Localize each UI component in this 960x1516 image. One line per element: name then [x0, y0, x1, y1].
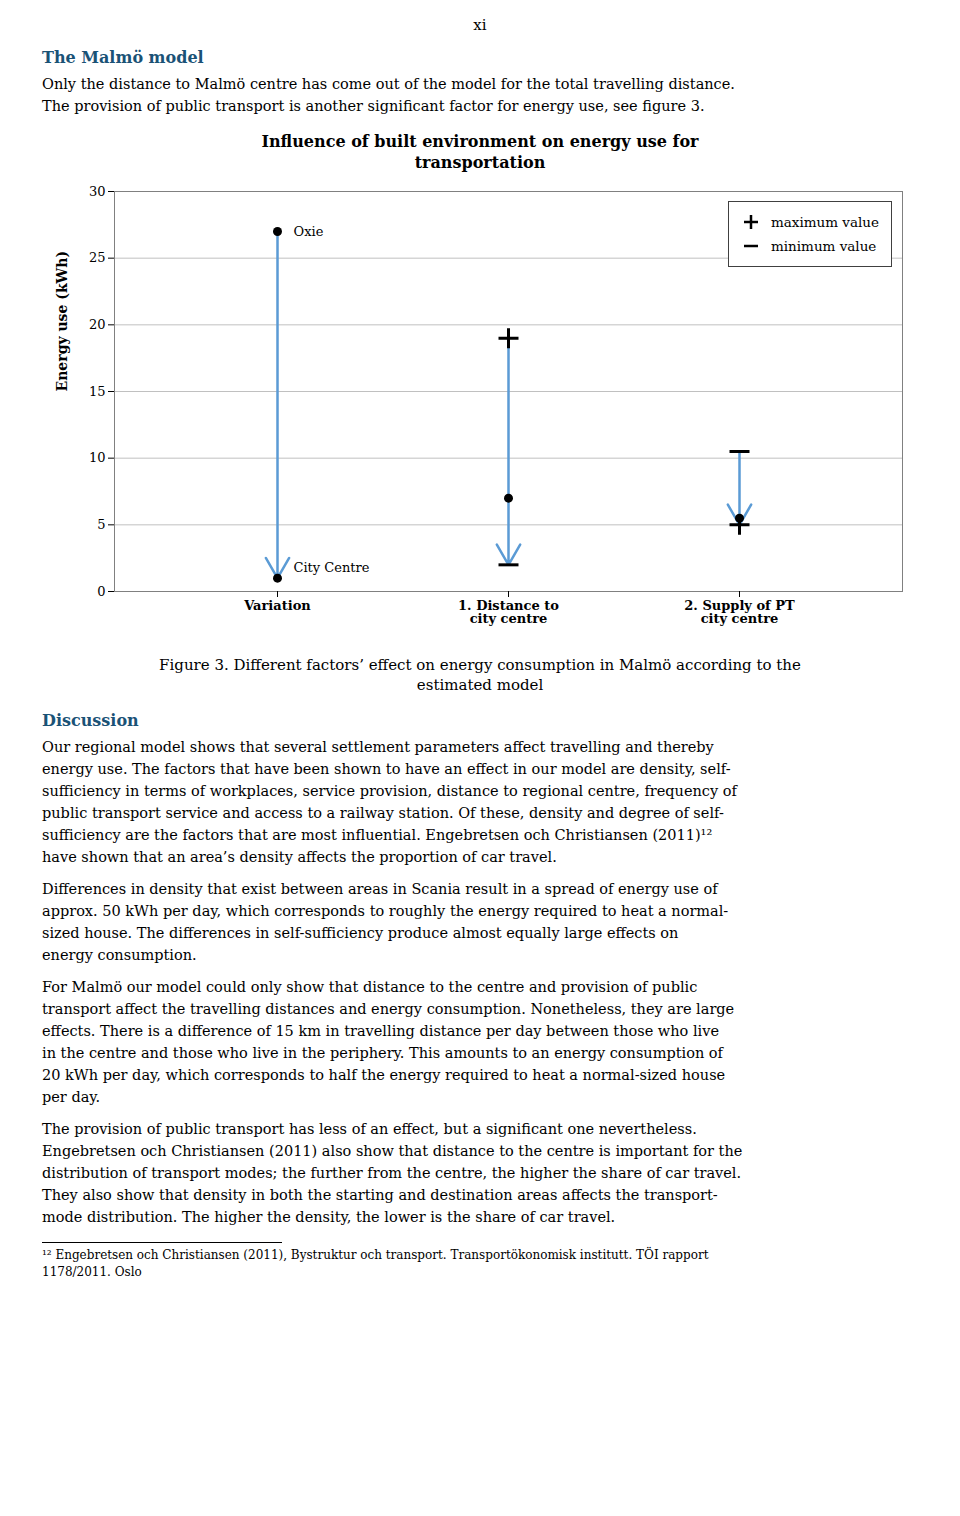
html-text:1178/2011. Oslo: 1178/2011. Oslo — [42, 1265, 142, 1279]
html-text:minimum value: minimum value — [771, 238, 877, 254]
html-text:sufficiency in terms of workpl: sufficiency in terms of workplaces, serv… — [42, 783, 737, 799]
html-text:Differences in density that ex: Differences in density that exist betwee… — [42, 881, 718, 897]
html-text:xi: xi — [473, 16, 487, 34]
html-text:approx. 50 kWh per day, which: approx. 50 kWh per day, which correspond… — [42, 903, 729, 919]
html-text:effects. There is a difference: effects. There is a difference of 15 km … — [42, 1023, 719, 1039]
svg-text:2. Supply of PTcity centre: 2. Supply of PTcity centre — [684, 598, 795, 626]
html-text:in the centre and those who li: in the centre and those who live in the … — [42, 1045, 723, 1061]
svg-text:0: 0 — [97, 584, 105, 599]
html-text:Discussion: Discussion — [42, 711, 139, 730]
html-text:20 kWh per day, which correspo: 20 kWh per day, which corresponds to hal… — [42, 1067, 726, 1083]
html-text:The provision of public transp: The provision of public transport has le… — [42, 1121, 697, 1137]
html-text:distribution of transport mode: distribution of transport modes; the fur… — [42, 1165, 742, 1181]
svg-text:30: 30 — [89, 184, 106, 199]
html-text:estimated model: estimated model — [416, 676, 544, 694]
html-text:sufficiency are the factors th: sufficiency are the factors that are mos… — [42, 827, 713, 843]
svg-text:Oxie: Oxie — [294, 224, 324, 239]
html-text:transport affect the travellin: transport affect the travelling distance… — [42, 1001, 735, 1017]
svg-text:1. Distance tocity centre: 1. Distance tocity centre — [458, 598, 559, 626]
html-text:energy consumption.: energy consumption. — [42, 947, 197, 963]
svg-text:25: 25 — [89, 250, 106, 265]
html-text:Figure 3. Different factors’ e: Figure 3. Different factors’ effect on e… — [159, 656, 801, 674]
svg-text:15: 15 — [89, 384, 106, 399]
svg-text:20: 20 — [89, 317, 106, 332]
html-text:Engebretsen och Christiansen (: Engebretsen och Christiansen (2011) also… — [42, 1143, 743, 1159]
html-text:Influence of built environment: Influence of built environment on energy… — [261, 132, 699, 151]
html-text:sized house. The differences i: sized house. The differences in self-suf… — [42, 925, 679, 941]
html-text:Our regional model shows that: Our regional model shows that several se… — [42, 739, 714, 755]
html-text:The provision of public transp: The provision of public transport is ano… — [42, 98, 705, 114]
html-text:per day.: per day. — [42, 1089, 101, 1105]
html-text:energy use. The factors that h: energy use. The factors that have been s… — [42, 761, 731, 777]
svg-text:Variation: Variation — [243, 598, 311, 613]
html-text:They also show that density in: They also show that density in both the … — [42, 1187, 718, 1203]
html-text:transportation: transportation — [414, 153, 546, 172]
html-text:have shown that an area’s dens: have shown that an area’s density affect… — [42, 849, 557, 865]
svg-text:City Centre: City Centre — [294, 560, 370, 575]
svg-text:Energy use (kWh): Energy use (kWh) — [54, 251, 70, 392]
html-text:The Malmö model: The Malmö model — [42, 48, 204, 67]
svg-text:10: 10 — [89, 450, 106, 465]
html-text:For Malmö our model could only: For Malmö our model could only show that… — [42, 979, 698, 995]
html-text:maximum value: maximum value — [771, 214, 879, 230]
html-text:public transport service and a: public transport service and access to a… — [42, 805, 724, 821]
html-text:¹² Engebretsen och Christianse: ¹² Engebretsen och Christiansen (2011), … — [42, 1248, 709, 1262]
svg-text:5: 5 — [97, 517, 105, 532]
html-text:Only the distance to Malmö cen: Only the distance to Malmö centre has co… — [42, 76, 735, 92]
html-text:mode distribution. The higher: mode distribution. The higher the densit… — [42, 1209, 616, 1225]
